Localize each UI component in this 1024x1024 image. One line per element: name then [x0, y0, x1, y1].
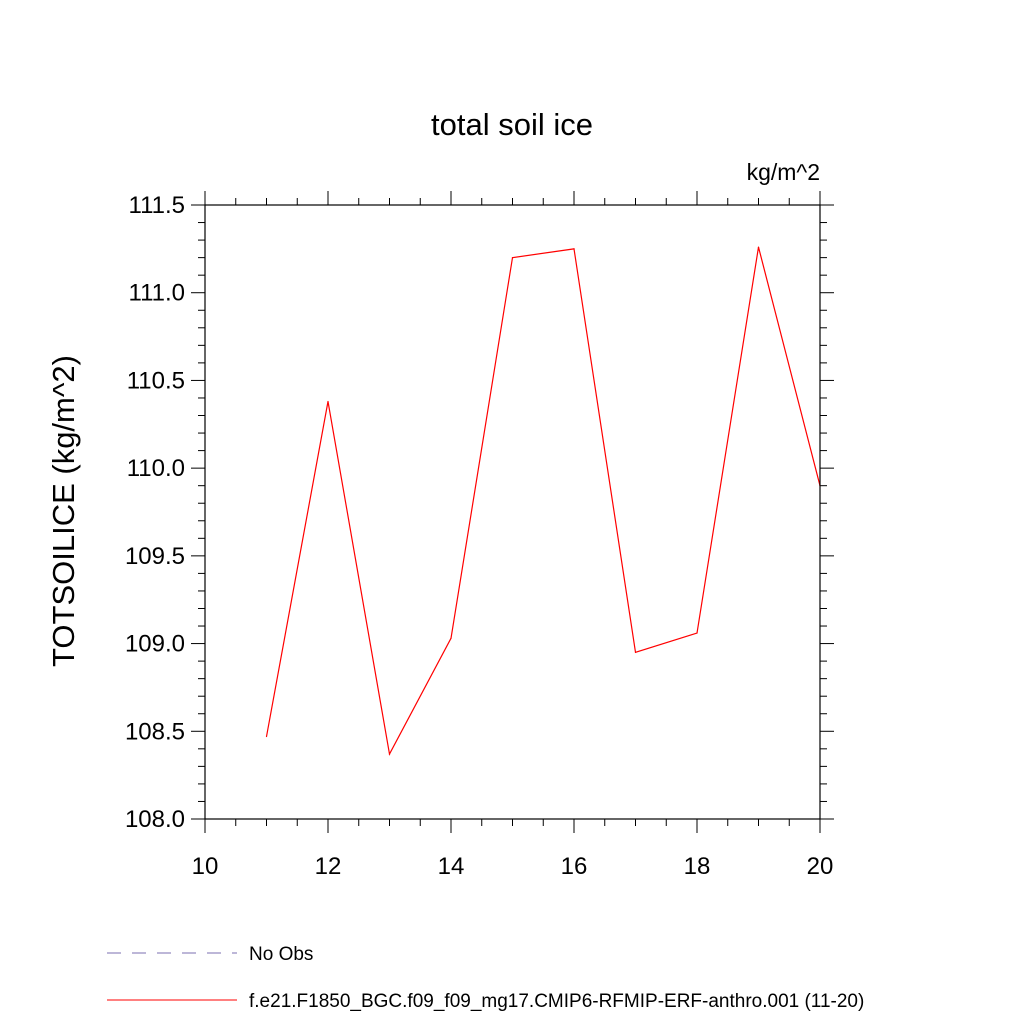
data-point [634, 651, 637, 653]
y-tick-label: 108.5 [125, 718, 185, 745]
y-tick-labels: 108.0 108.5 109.0 109.5 110.0 110.5 111.0 111.5 [125, 192, 185, 833]
y-tick-label: 110.0 [127, 455, 185, 482]
x-tick-label: 20 [807, 853, 834, 880]
x-tick-label: 14 [438, 853, 465, 880]
plot-frame [204, 204, 821, 820]
y-tick-label: 110.5 [127, 367, 185, 394]
y-tick-label: 111.0 [129, 280, 186, 307]
x-tick-label: 18 [684, 853, 711, 880]
x-tick-labels: 10 12 14 16 18 20 [192, 853, 834, 880]
x-tick-label: 12 [315, 853, 342, 880]
legend-label: f.e21.F1850_BGC.f09_f09_mg17.CMIP6-RFMIP… [249, 991, 864, 1012]
y-tick-label: 109.0 [125, 631, 185, 658]
units-label: kg/m^2 [747, 159, 820, 185]
series-line [265, 246, 821, 756]
y-tick-label: 109.5 [125, 543, 185, 570]
data-point [327, 400, 329, 403]
y-tick-label: 111.5 [129, 192, 186, 219]
x-tick-label: 10 [192, 853, 219, 880]
x-tick-label: 16 [561, 853, 588, 880]
y-tick-label: 108.0 [125, 806, 185, 833]
data-point [450, 637, 452, 639]
axis-ticks [191, 191, 834, 833]
data-point [388, 753, 391, 755]
series-layer [265, 246, 821, 756]
legend: No Obs f.e21.F1850_BGC.f09_f09_mg17.CMIP6… [107, 944, 864, 1012]
data-point [265, 735, 268, 738]
data-point [757, 246, 760, 248]
data-point [511, 257, 514, 259]
y-axis-label: TOTSOILICE (kg/m^2) [46, 355, 81, 667]
legend-label: No Obs [249, 944, 313, 965]
data-point [696, 632, 698, 634]
chart-title: total soil ice [431, 107, 593, 142]
data-point [573, 248, 575, 250]
